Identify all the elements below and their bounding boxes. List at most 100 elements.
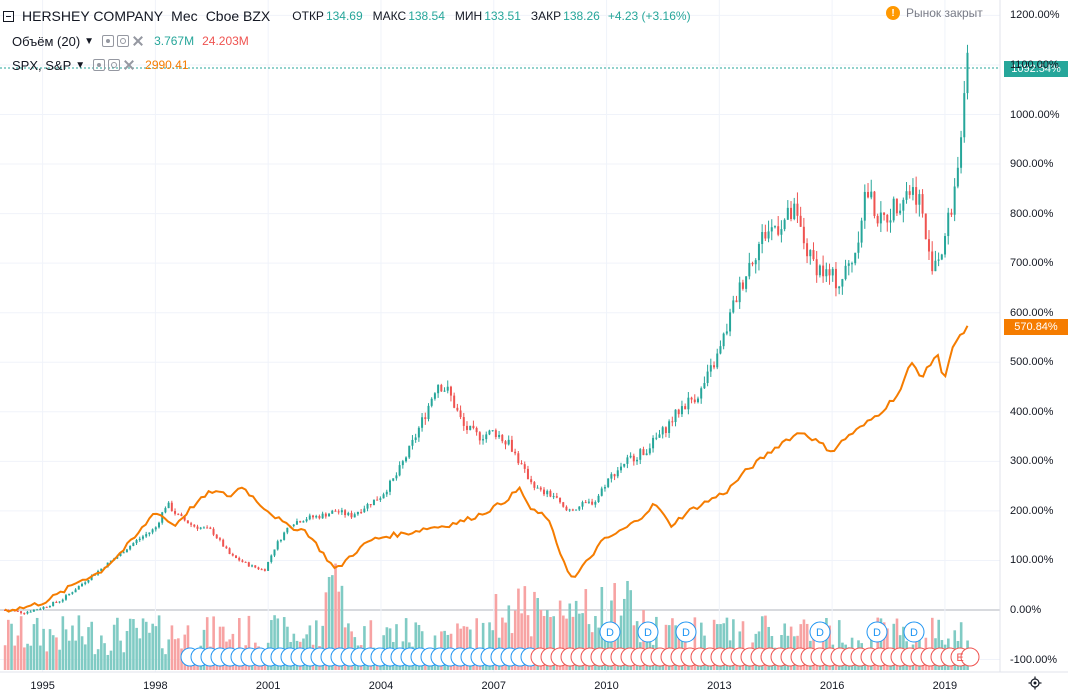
candle-body: [462, 417, 465, 426]
volume-bar: [132, 619, 135, 670]
candle-body: [706, 371, 709, 384]
candle-body: [427, 405, 430, 420]
volume-bar: [626, 580, 629, 670]
volume-bar: [23, 647, 26, 670]
volume-bar: [334, 563, 337, 670]
candle-body: [318, 515, 321, 519]
candle-body: [854, 252, 857, 264]
candle-body: [414, 437, 417, 440]
candle-body: [757, 244, 760, 261]
interval-label[interactable]: Мес: [171, 8, 198, 24]
candle-body: [905, 191, 908, 200]
candle-body: [231, 553, 234, 556]
candle-body: [167, 502, 170, 509]
candle-body: [433, 393, 436, 399]
volume-bar: [635, 621, 639, 670]
candle-body: [741, 282, 744, 289]
candle-body: [39, 608, 42, 610]
exchange-label[interactable]: Cboe BZX: [205, 8, 271, 24]
volume-bar: [71, 625, 74, 670]
compare-label[interactable]: SPX, S&P: [12, 57, 72, 73]
high-label: МАКС: [372, 9, 407, 23]
candle-body: [879, 212, 882, 224]
candle-body: [321, 513, 324, 519]
volume-bar: [327, 576, 331, 670]
candle-body: [549, 490, 552, 497]
candle-body: [629, 455, 632, 458]
gear-icon[interactable]: [117, 35, 130, 47]
candle-body: [889, 220, 892, 223]
candle-body: [299, 521, 302, 523]
candle-body: [847, 263, 850, 266]
candle-body: [90, 575, 93, 581]
volume-bar: [80, 636, 84, 670]
candle-body: [947, 212, 950, 237]
candle-body: [382, 494, 385, 499]
collapse-icon[interactable]: [3, 10, 14, 22]
close-icon[interactable]: [123, 59, 135, 71]
candle-body: [196, 526, 199, 529]
candle-body: [459, 410, 462, 418]
candle-body: [716, 353, 719, 368]
candle-body: [587, 501, 590, 503]
volume-bar: [494, 594, 498, 670]
chevron-down-icon[interactable]: ▼: [75, 59, 86, 71]
volume-bar: [536, 598, 539, 670]
volume-bar: [29, 645, 33, 670]
candle-body: [767, 231, 770, 239]
eye-icon[interactable]: [102, 35, 115, 47]
candle-body: [244, 561, 247, 563]
gear-icon[interactable]: [108, 59, 121, 71]
candle-body: [722, 333, 725, 347]
volume-bar: [722, 623, 726, 670]
dividend-marker: D: [866, 621, 888, 643]
candle-body: [696, 398, 699, 403]
volume-bar: [276, 618, 280, 670]
candle-body: [315, 515, 318, 518]
candle-body: [267, 561, 270, 571]
candle-body: [831, 268, 834, 276]
volume-bar: [882, 622, 886, 670]
candle-body: [568, 509, 571, 511]
candle-body: [802, 226, 805, 244]
candle-body: [443, 390, 446, 392]
close-icon[interactable]: [132, 35, 144, 47]
event-markers: E D D D D D D: [180, 621, 980, 667]
settings-gear-icon[interactable]: [1028, 676, 1042, 690]
candle-body: [238, 558, 241, 561]
candle-body: [655, 437, 658, 439]
candle-body: [446, 386, 449, 391]
candle-body: [684, 406, 687, 410]
candle-body: [834, 268, 837, 289]
y-tick-label: 700.00%: [1010, 257, 1054, 270]
market-status[interactable]: ! Рынок закрыт: [886, 6, 983, 20]
candle-body: [754, 260, 757, 265]
candle-body: [578, 506, 581, 510]
volume-bar: [7, 619, 10, 670]
volume-label[interactable]: Объём (20): [12, 33, 81, 49]
volume-bar: [574, 600, 578, 670]
candle-body: [703, 383, 706, 389]
candle-body: [822, 265, 825, 277]
candle-body: [135, 539, 138, 544]
candle-body: [48, 605, 51, 607]
candle-body: [119, 552, 122, 557]
candle-body: [174, 511, 177, 514]
candle-body: [388, 480, 391, 492]
candle-body: [594, 502, 597, 505]
volume-bar: [414, 622, 418, 670]
candle-body: [761, 232, 764, 245]
candle-body: [180, 514, 183, 516]
symbol-name[interactable]: HERSHEY COMPANY: [22, 8, 164, 24]
volume-bar: [138, 638, 142, 670]
candle-body: [526, 468, 529, 480]
candle-body: [347, 512, 350, 516]
candle-body: [799, 215, 802, 227]
chevron-down-icon[interactable]: ▼: [84, 35, 95, 47]
candle-body: [74, 589, 77, 593]
volume-bar: [157, 615, 161, 670]
volume-bar: [135, 627, 138, 670]
eye-icon[interactable]: [93, 59, 106, 71]
candle-body: [751, 262, 754, 265]
